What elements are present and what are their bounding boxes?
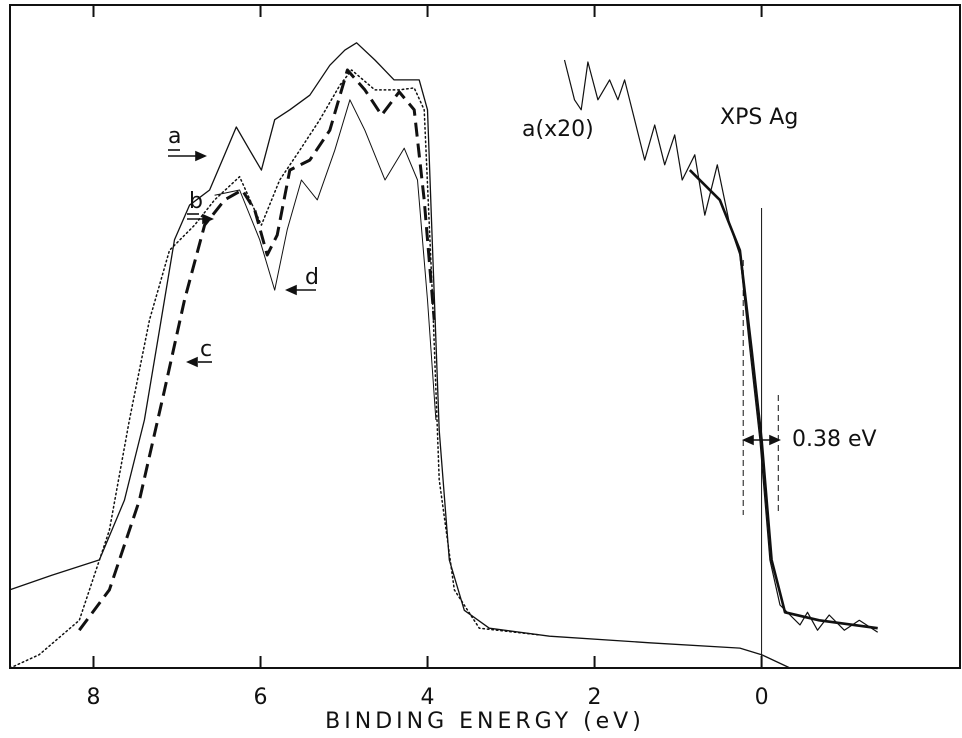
x-tick-label: 4 bbox=[421, 685, 435, 710]
line-series bbox=[78, 68, 436, 632]
annotation: XPS Ag bbox=[720, 105, 798, 130]
line-series bbox=[688, 169, 878, 630]
plot-frame bbox=[9, 4, 961, 669]
line-series bbox=[9, 42, 791, 669]
line-series bbox=[214, 99, 437, 421]
x-tick-label: 6 bbox=[254, 685, 268, 710]
label-arrows bbox=[168, 149, 781, 446]
curve-label: a bbox=[168, 124, 181, 149]
x-tick-label: 8 bbox=[87, 685, 101, 710]
line-series bbox=[9, 69, 541, 669]
curve-label: c bbox=[200, 337, 212, 362]
x-tick-label: 0 bbox=[755, 685, 769, 710]
x-tick-label: 2 bbox=[588, 685, 602, 710]
line-series bbox=[563, 59, 879, 633]
width-label: 0.38 eV bbox=[792, 427, 877, 452]
x-axis-label: BINDING ENERGY (eV) bbox=[325, 709, 645, 734]
curve-label: a(x20) bbox=[522, 117, 594, 142]
curve-label: b bbox=[189, 189, 203, 214]
curve-label: d bbox=[305, 265, 319, 290]
